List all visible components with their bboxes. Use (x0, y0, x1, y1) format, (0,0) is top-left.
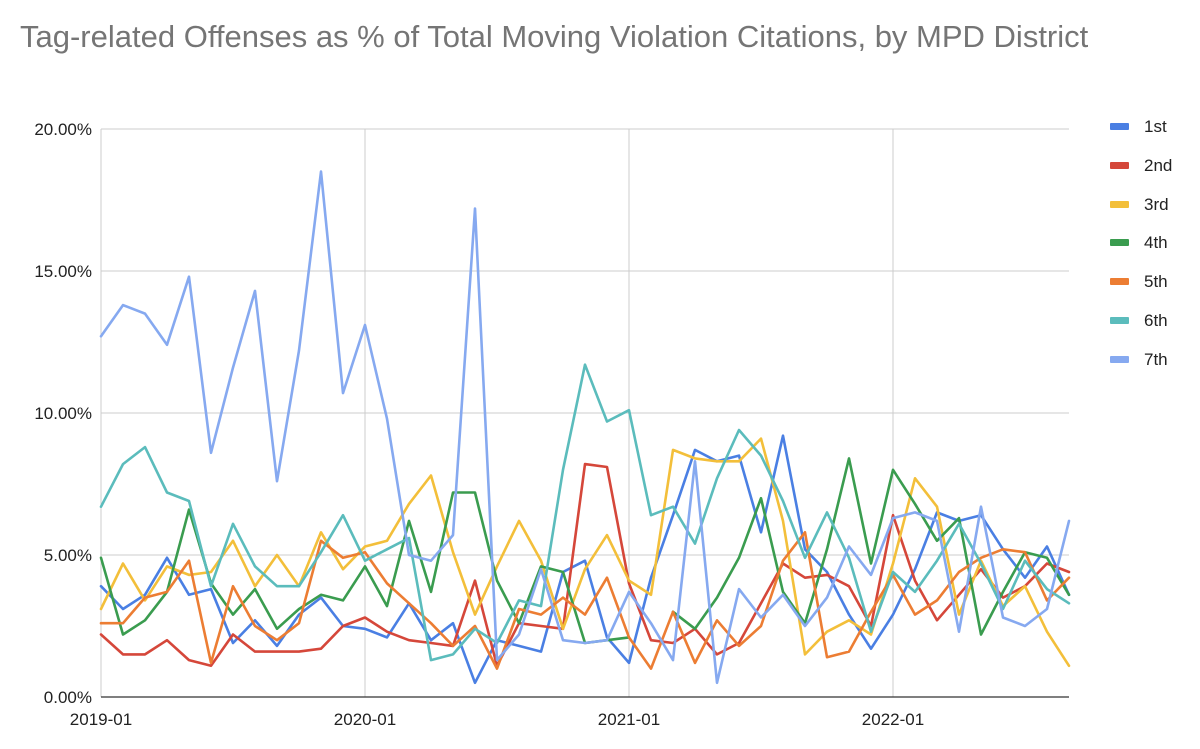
y-tick-label: 10.00% (34, 404, 92, 423)
y-axis-labels: 0.00% 5.00% 10.00% 15.00% 20.00% (34, 120, 92, 707)
series-line-4th (671, 457, 1071, 636)
y-tick-label: 0.00% (44, 688, 92, 707)
legend-label: 4th (1144, 233, 1168, 253)
series-line-7th (99, 170, 1071, 685)
legend-label: 5th (1144, 272, 1168, 292)
legend-swatch (1110, 239, 1129, 247)
y-tick-label: 20.00% (34, 120, 92, 139)
legend-label: 2nd (1144, 155, 1173, 175)
legend-swatch (1110, 316, 1129, 324)
legend-label: 7th (1144, 349, 1168, 369)
x-tick-label: 2019-01 (70, 710, 132, 729)
x-axis-labels: 2019-01 2020-01 2021-01 2022-01 (70, 710, 924, 729)
legend-label: 6th (1144, 310, 1168, 330)
series-line-6th (99, 363, 1071, 662)
legend-swatch (1110, 278, 1129, 286)
legend-swatch (1110, 200, 1129, 208)
legend-label: 1st (1144, 117, 1167, 136)
series-line-3rd (99, 437, 1071, 668)
x-tick-label: 2022-01 (862, 710, 924, 729)
chart-title: Tag-related Offenses as % of Total Movin… (20, 19, 1089, 54)
series-line-2nd (99, 462, 1071, 668)
x-tick-label: 2021-01 (598, 710, 660, 729)
series-line-5th (99, 530, 1071, 670)
gridlines (100, 128, 1069, 697)
y-tick-label: 5.00% (44, 546, 92, 565)
y-tick-label: 15.00% (34, 262, 92, 281)
series-lines (99, 170, 1071, 685)
x-tick-label: 2020-01 (334, 710, 396, 729)
legend-swatch (1110, 123, 1129, 130)
legend-swatch (1110, 161, 1129, 169)
legend-swatch (1110, 355, 1129, 363)
legend-label: 3rd (1144, 194, 1169, 214)
series-line-4th (99, 491, 631, 645)
